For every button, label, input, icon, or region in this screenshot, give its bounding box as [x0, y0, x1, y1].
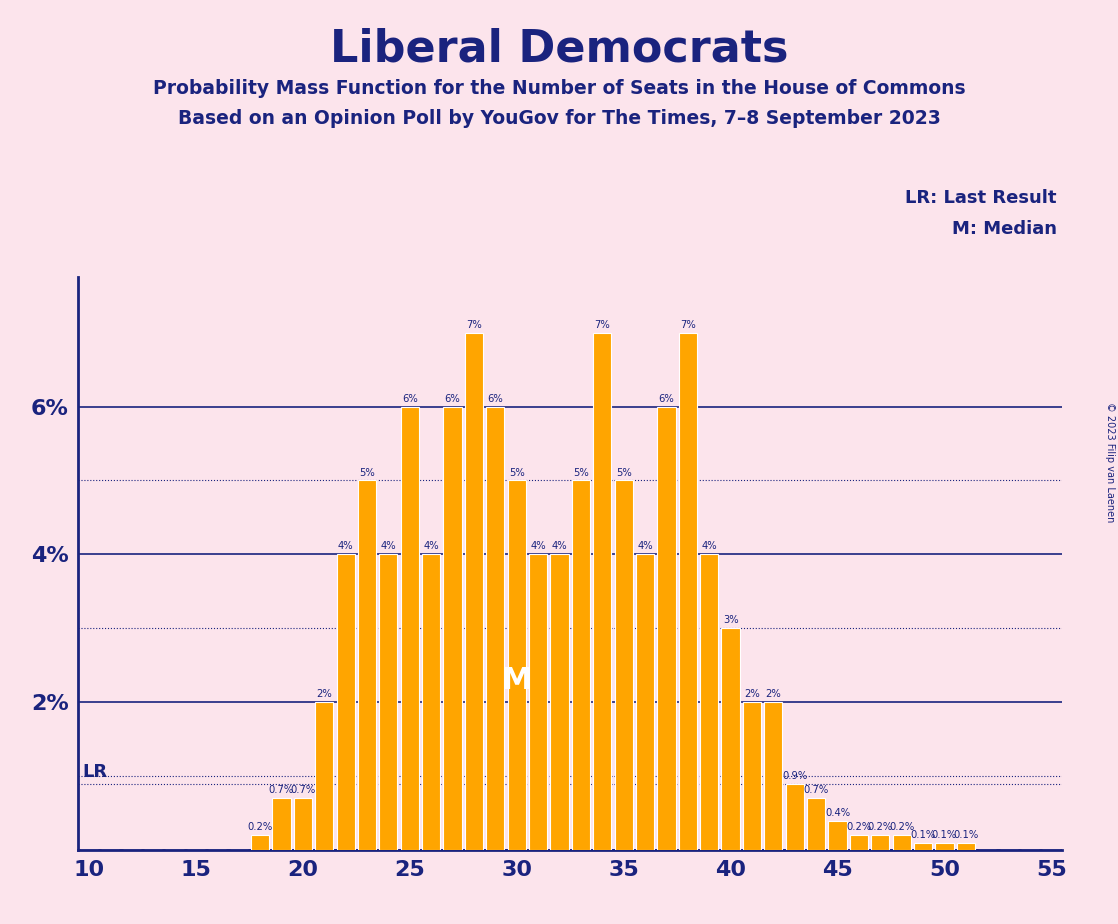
Bar — [294, 798, 312, 850]
Text: 4%: 4% — [338, 541, 353, 552]
Bar — [700, 554, 718, 850]
Bar — [508, 480, 525, 850]
Bar — [315, 702, 333, 850]
Bar — [786, 784, 804, 850]
Bar — [529, 554, 547, 850]
Text: 6%: 6% — [401, 394, 418, 404]
Bar — [358, 480, 376, 850]
Text: M: M — [502, 666, 532, 695]
Text: Based on an Opinion Poll by YouGov for The Times, 7–8 September 2023: Based on an Opinion Poll by YouGov for T… — [178, 109, 940, 128]
Text: LR: LR — [83, 762, 107, 781]
Text: M: Median: M: Median — [951, 220, 1057, 237]
Text: 4%: 4% — [530, 541, 546, 552]
Text: Probability Mass Function for the Number of Seats in the House of Commons: Probability Mass Function for the Number… — [153, 79, 965, 98]
Bar — [615, 480, 633, 850]
Text: Liberal Democrats: Liberal Democrats — [330, 28, 788, 71]
Text: 7%: 7% — [680, 320, 695, 330]
Bar — [571, 480, 590, 850]
Text: 5%: 5% — [616, 468, 632, 478]
Bar — [765, 702, 783, 850]
Text: © 2023 Filip van Laenen: © 2023 Filip van Laenen — [1106, 402, 1115, 522]
Bar — [957, 843, 975, 850]
Bar — [337, 554, 354, 850]
Text: 5%: 5% — [509, 468, 524, 478]
Bar — [742, 702, 761, 850]
Bar — [657, 407, 675, 850]
Bar — [250, 835, 269, 850]
Text: 0.2%: 0.2% — [889, 822, 915, 833]
Text: 2%: 2% — [316, 689, 332, 699]
Text: 3%: 3% — [722, 615, 738, 626]
Bar — [807, 798, 825, 850]
Bar — [465, 333, 483, 850]
Text: 0.7%: 0.7% — [804, 785, 828, 796]
Text: 5%: 5% — [574, 468, 589, 478]
Text: 0.9%: 0.9% — [783, 771, 807, 781]
Text: 5%: 5% — [359, 468, 375, 478]
Bar — [594, 333, 612, 850]
Text: 0.7%: 0.7% — [268, 785, 294, 796]
Bar — [892, 835, 911, 850]
Text: 0.2%: 0.2% — [868, 822, 893, 833]
Bar — [444, 407, 462, 850]
Bar — [550, 554, 569, 850]
Text: 0.1%: 0.1% — [931, 830, 957, 840]
Bar — [828, 821, 846, 850]
Bar — [850, 835, 868, 850]
Text: 0.2%: 0.2% — [247, 822, 273, 833]
Bar — [379, 554, 398, 850]
Text: 4%: 4% — [551, 541, 567, 552]
Bar — [915, 843, 932, 850]
Text: 0.4%: 0.4% — [825, 808, 850, 818]
Text: 7%: 7% — [466, 320, 482, 330]
Text: 6%: 6% — [487, 394, 503, 404]
Text: 0.1%: 0.1% — [910, 830, 936, 840]
Bar — [679, 333, 697, 850]
Bar — [936, 843, 954, 850]
Text: 4%: 4% — [637, 541, 653, 552]
Text: 4%: 4% — [380, 541, 396, 552]
Bar — [400, 407, 419, 850]
Text: 0.1%: 0.1% — [954, 830, 978, 840]
Text: 6%: 6% — [445, 394, 461, 404]
Text: 0.2%: 0.2% — [846, 822, 872, 833]
Text: 2%: 2% — [766, 689, 781, 699]
Bar — [423, 554, 440, 850]
Text: 6%: 6% — [659, 394, 674, 404]
Text: LR: Last Result: LR: Last Result — [904, 189, 1057, 207]
Text: 7%: 7% — [595, 320, 610, 330]
Bar — [636, 554, 654, 850]
Bar — [273, 798, 291, 850]
Bar — [871, 835, 890, 850]
Bar — [486, 407, 504, 850]
Text: 2%: 2% — [745, 689, 760, 699]
Text: 4%: 4% — [701, 541, 717, 552]
Text: 0.7%: 0.7% — [291, 785, 315, 796]
Text: 4%: 4% — [424, 541, 439, 552]
Bar — [721, 628, 740, 850]
